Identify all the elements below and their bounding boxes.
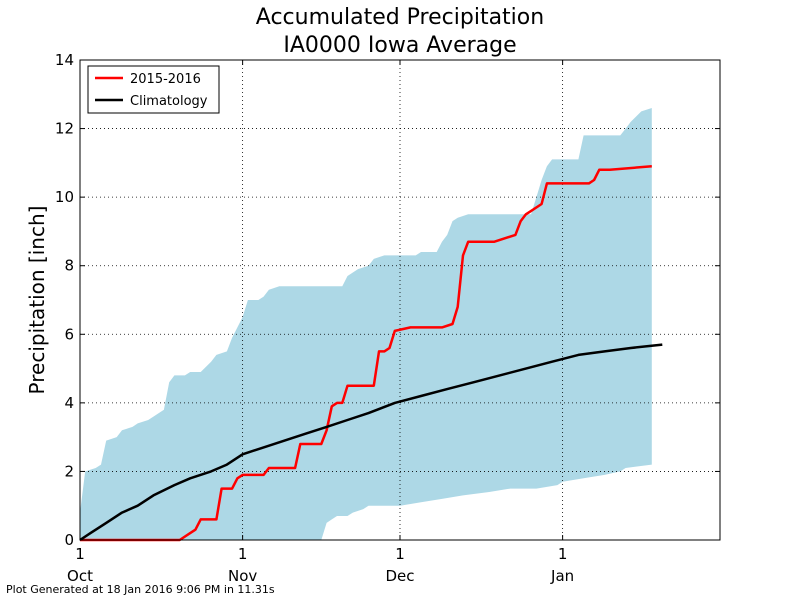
plot-area: 0 2 4 6 8 10 12 14 1 Oct 1 Nov 1 Dec 1 Jan bbox=[55, 51, 721, 585]
chart-title-line-1: Accumulated Precipitation bbox=[256, 5, 544, 30]
series-line-2015-2016 bbox=[80, 165, 652, 542]
x-tick-label-month: Jan bbox=[550, 567, 574, 585]
y-tick-label: 4 bbox=[64, 394, 74, 412]
series-line-climatology bbox=[79, 343, 663, 542]
y-tick-label: 12 bbox=[55, 120, 74, 138]
y-tick-label: 2 bbox=[64, 462, 74, 480]
x-tick-label-day: 1 bbox=[558, 545, 568, 563]
y-tick-label: 14 bbox=[55, 51, 74, 69]
chart-title-line-2: IA0000 Iowa Average bbox=[283, 33, 516, 58]
plot-generated-footer: Plot Generated at 18 Jan 2016 9:06 PM in… bbox=[6, 583, 275, 596]
legend-box bbox=[87, 65, 220, 114]
x-tick-label-day: 1 bbox=[238, 545, 248, 563]
y-tick-label: 6 bbox=[64, 325, 74, 343]
x-tick-label-month: Nov bbox=[228, 567, 257, 585]
y-tick-label: 8 bbox=[64, 257, 74, 275]
legend: 2015-2016 Climatology bbox=[87, 65, 220, 114]
x-tick-label-day: 1 bbox=[395, 545, 405, 563]
legend-label-climatology: Climatology bbox=[130, 94, 208, 109]
record-range-band bbox=[80, 108, 652, 540]
x-tick-label-month: Dec bbox=[385, 567, 414, 585]
y-tick-label: 10 bbox=[55, 188, 74, 206]
y-axis-label: Precipitation [inch] bbox=[25, 206, 49, 395]
legend-label-2015-2016: 2015-2016 bbox=[130, 72, 201, 87]
x-tick-label-month: Oct bbox=[67, 567, 93, 585]
x-tick-label-day: 1 bbox=[75, 545, 85, 563]
y-tick-label: 0 bbox=[64, 531, 74, 549]
